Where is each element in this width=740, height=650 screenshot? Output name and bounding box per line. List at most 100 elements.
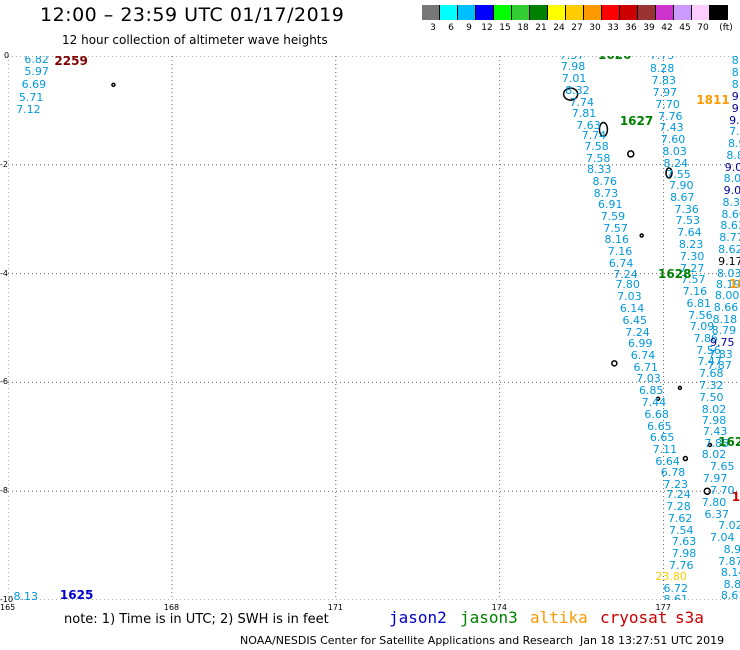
wave-height-value: 7.28 (666, 500, 691, 514)
wave-height-value: 7.58 (585, 152, 611, 166)
wave-height-value: 8.24 (663, 156, 689, 170)
wave-height-value: 8.66 (713, 301, 739, 315)
wave-height-value: 7.65 (709, 460, 735, 474)
longitude-tick-label: 168 (163, 603, 180, 612)
island-tabiteuea (665, 167, 673, 179)
wave-height-value: 7.01 (561, 71, 587, 85)
color-scale-label: 42 (661, 23, 673, 33)
island-vaitupu (677, 385, 683, 391)
wave-height-value: 6.99 (628, 337, 653, 351)
longitude-tick-label: 177 (655, 603, 671, 612)
wave-height-value: 7.53 (675, 214, 701, 228)
longitude-tick-label: 165 (0, 603, 16, 612)
pass-time-label: 1626 (598, 56, 631, 62)
wave-height-value: 7.60 (660, 132, 686, 146)
color-scale-unit: (ft) (719, 23, 733, 33)
color-scale-label: 27 (571, 23, 583, 33)
wave-height-value: 7.57 (681, 273, 706, 287)
wave-height-value: 8.13 (13, 589, 38, 600)
wave-height-value: 7.83 (708, 348, 733, 362)
units-note: note: 1) Time is in UTC; 2) SWH is in fe… (64, 612, 329, 627)
wave-height-value: 6.81 (686, 296, 711, 310)
wave-height-value: 8.76 (592, 175, 618, 189)
wave-height-value: 8.23 (678, 238, 704, 252)
color-scale-label: 15 (499, 23, 511, 33)
wave-height-value: 8.89 (723, 577, 740, 591)
wave-height-value: 7.58 (584, 140, 609, 154)
color-scale-swatch (656, 5, 674, 20)
island-nui (655, 396, 661, 401)
wave-height-value: 7.56 (696, 343, 721, 357)
pass-time-label: 2259 (54, 56, 88, 69)
latitude-tick-label: -8 (0, 486, 8, 496)
color-scale-swatch (476, 5, 494, 20)
wave-height-value: 8.36 (722, 195, 740, 209)
color-scale-swatch (584, 5, 602, 20)
wave-height-value: 7.27 (679, 262, 705, 276)
color-scale-swatch (548, 5, 566, 20)
latitude-tick-label: -10 (0, 595, 14, 604)
wave-height-value: 6.45 (622, 314, 648, 328)
pass-time-label: 1628 (658, 266, 692, 281)
wave-height-value: 8.19 (715, 278, 740, 292)
color-scale-swatch (674, 5, 692, 20)
credit-line: NOAA/NESDIS Center for Satellite Applica… (240, 634, 574, 647)
pass-time-label: 1810 (729, 277, 740, 292)
island-funafuti (611, 360, 618, 367)
wave-height-value: 9.74 (731, 102, 740, 116)
wave-height-value: 8.6 (731, 56, 740, 68)
wave-height-value: 6.68 (644, 407, 669, 421)
wave-height-value: 23.80 (655, 570, 687, 584)
wave-height-value: 7.55 (666, 167, 691, 181)
wave-height-value: 7.98 (560, 59, 586, 73)
map-plot-area: 6.825.976.695.717.128.137.227.377.987.01… (8, 56, 740, 600)
wave-height-value: 8.03 (717, 266, 740, 280)
color-scale-swatch (602, 5, 620, 20)
island-abemama (598, 121, 609, 138)
wave-height-value: 7.16 (682, 285, 708, 298)
wave-height-value: 8.62 (718, 242, 740, 256)
wave-height-value: 6.78 (660, 465, 686, 479)
wave-height-value: 7.23 (663, 477, 689, 491)
latitude-tick-label: -4 (0, 268, 8, 278)
wave-height-value: 7.85 (704, 437, 729, 451)
wave-height-value: 7.87 (707, 358, 732, 372)
wave-height-value: 7.54 (668, 524, 694, 538)
wave-height-value: 7.36 (674, 203, 699, 217)
wave-height-value: 7.30 (679, 250, 705, 264)
wave-height-value: 8.16 (604, 232, 630, 246)
legend-altika: altika (530, 608, 588, 627)
color-scale-swatch (458, 5, 476, 20)
color-scale-swatch (710, 5, 728, 20)
wave-height-value: 7.87 (718, 554, 740, 568)
wave-height-value: 7.12 (16, 103, 41, 117)
island-tarawa (562, 87, 579, 101)
wave-height-value: 6.85 (638, 384, 664, 398)
wave-height-value: 7.47 (697, 354, 722, 368)
color-scale-label: 12 (481, 23, 493, 33)
wave-height-value: 8.28 (649, 61, 675, 75)
wave-height-value: 9.01 (724, 160, 740, 174)
pass-time-label: 1627 (619, 114, 654, 129)
wave-height-value: 7.64 (729, 125, 740, 139)
pass-time-label: 1625 (59, 587, 94, 600)
wave-height-value: 7.74 (581, 129, 607, 143)
wave-height-value: 6.74 (630, 349, 656, 363)
pass-time-label: 1811 (696, 92, 730, 107)
wave-height-value: 7.43 (659, 120, 684, 134)
wave-height-value: 8.95 (723, 542, 740, 556)
color-scale-swatch (440, 5, 458, 20)
island-nukufetau (639, 233, 644, 238)
color-scale-label: 18 (517, 23, 529, 33)
pass-time-label: 1629 (718, 435, 740, 450)
color-scale-swatch (566, 5, 584, 20)
wave-height-value: 7.43 (702, 425, 728, 439)
wave-height-value: 7.80 (615, 278, 640, 292)
wave-height-value: 7.70 (655, 97, 680, 111)
wave-height-value: 8.67 (670, 191, 695, 205)
wave-height-value: 8.14 (720, 565, 740, 579)
map-title: 12:00 – 23:59 UTC 01/17/2019 (40, 4, 345, 26)
color-scale-label: 30 (589, 23, 601, 33)
color-scale-label: 21 (535, 23, 547, 33)
wave-height-value: 7.98 (671, 547, 697, 561)
